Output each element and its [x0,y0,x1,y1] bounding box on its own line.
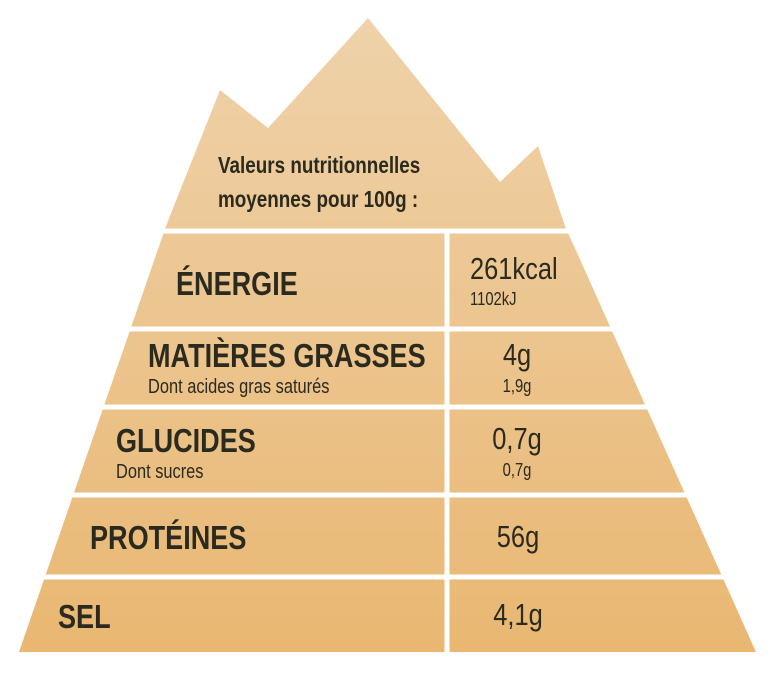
row-value-energie: 261kcal [470,251,558,286]
title-line-2: moyennes pour 100g : [218,186,419,212]
row-value-proteines: 56g [496,519,540,554]
row-value-glucides: 0,7g [492,421,542,456]
row-label-glucides: GLUCIDES [116,422,256,459]
row-subvalue-matieres-grasses: 1,9g [502,376,532,396]
row-subvalue-energie: 1102kJ [470,289,517,309]
row-label-energie: ÉNERGIE [176,265,298,302]
row-sublabel-glucides: Dont sucres [116,461,204,483]
row-label-sel: SEL [58,598,111,635]
title-line-1: Valeurs nutritionnelles [218,152,421,178]
row-value-sel: 4,1g [493,597,543,632]
row-label-matieres-grasses: MATIÈRES GRASSES [148,337,426,374]
row-sublabel-matieres-grasses: Dont acides gras saturés [148,376,330,398]
row-label-proteines: PROTÉINES [90,519,247,556]
row-value-matieres-grasses: 4g [502,337,532,372]
row-subvalue-glucides: 0,7g [502,460,532,480]
